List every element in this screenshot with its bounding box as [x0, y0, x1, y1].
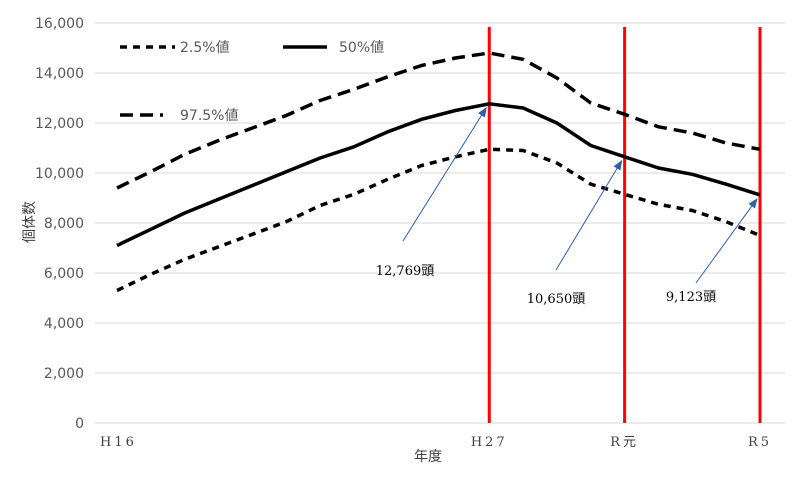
legend-label: 2.5%値: [180, 40, 230, 56]
x-axis-ticks: H16 H27 R元 R5: [100, 435, 772, 450]
y-tick-label: 14,000: [35, 66, 84, 82]
legend-label: 97.5%値: [180, 108, 238, 124]
y-tick-label: 0: [75, 416, 84, 432]
y-axis-ticks: 0 2,000 4,000 6,000 8,000 10,000 12,000 14,000 1…: [35, 16, 84, 432]
gridlines: [95, 22, 785, 424]
y-tick-label: 8,000: [44, 216, 84, 232]
y-tick-label: 16,000: [35, 16, 84, 32]
series-line: [116, 102, 761, 248]
annotations: 12,769頭 10,650頭 9,123頭: [376, 106, 758, 307]
x-tick-label: H16: [100, 435, 137, 450]
legend: 2.5%値 50%値 97.5%値: [120, 40, 384, 124]
y-tick-label: 10,000: [35, 166, 84, 182]
annotation-arrow: [555, 159, 623, 271]
y-tick-label: 2,000: [44, 366, 84, 382]
legend-label: 50%値: [339, 40, 384, 56]
annotation-arrow: [402, 106, 487, 242]
x-tick-label: R元: [610, 435, 639, 450]
y-tick-label: 4,000: [44, 316, 84, 332]
x-tick-label: H27: [471, 435, 508, 450]
annotation-label: 9,123頭: [666, 290, 716, 305]
annotation-label: 12,769頭: [376, 264, 435, 279]
series-line: [116, 51, 761, 190]
y-axis-title: 個体数: [22, 201, 38, 243]
annotation-label: 10,650頭: [527, 292, 586, 307]
series-line: [116, 147, 761, 293]
annotation-arrow: [695, 198, 758, 284]
y-tick-label: 6,000: [44, 266, 84, 282]
series-lines: [116, 51, 761, 293]
y-tick-label: 12,000: [35, 116, 84, 132]
vertical-marker-lines: [487, 27, 762, 423]
x-axis-title: 年度: [414, 449, 442, 465]
x-tick-label: R5: [748, 435, 772, 450]
